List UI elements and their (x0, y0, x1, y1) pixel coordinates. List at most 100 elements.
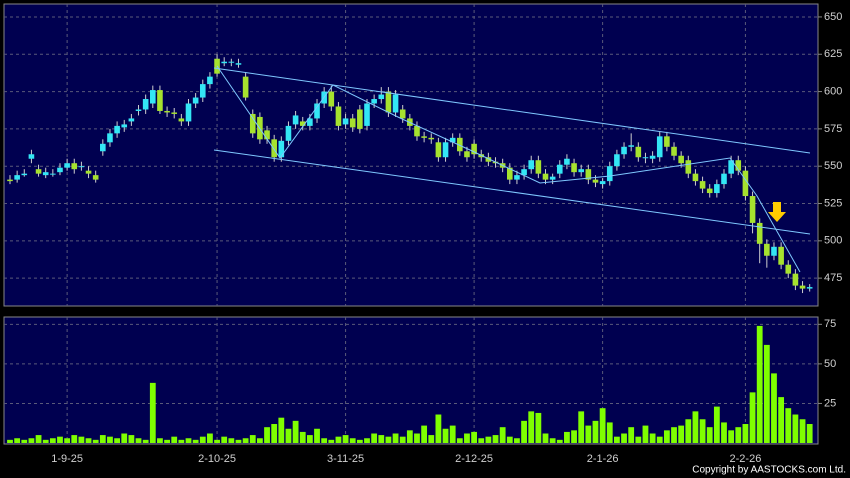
volume-bar (14, 438, 21, 443)
x-tick-label: 3-11-25 (327, 453, 364, 465)
candle-body (799, 285, 806, 289)
candle-body (328, 91, 335, 107)
volume-bar (499, 427, 506, 443)
volume-bar (763, 344, 770, 443)
volume-bar (585, 425, 592, 443)
candle-body (664, 136, 670, 147)
candle-body (549, 176, 556, 180)
volume-bar (549, 438, 556, 443)
candle-body (14, 175, 20, 180)
volume-bar (228, 438, 235, 443)
volume-bar (185, 438, 192, 443)
candle-body (599, 181, 606, 185)
volume-bar (371, 433, 378, 443)
volume-bar (278, 417, 285, 443)
volume-bar (535, 412, 542, 443)
volume-bar (306, 435, 313, 443)
candle-body (221, 61, 227, 64)
y-tick-label: 625 (824, 48, 842, 60)
candle-body (378, 94, 385, 100)
candle-body (771, 246, 777, 256)
y-tick-label: 475 (824, 272, 842, 284)
candle-body (685, 160, 692, 174)
y-tick-label: 525 (824, 197, 842, 209)
volume-bar (157, 438, 163, 443)
volume-bar (771, 373, 777, 443)
y-tick-label: 650 (824, 11, 842, 23)
candle-body (392, 94, 399, 113)
candle-body (414, 125, 420, 137)
volume-bar (464, 433, 470, 443)
y-tick-label: 550 (824, 160, 842, 172)
candle-body (514, 175, 520, 180)
candle-body (21, 173, 28, 176)
price-panel (3, 3, 819, 307)
volume-bar (506, 436, 513, 443)
candle-body (35, 169, 42, 174)
volume-bar (435, 414, 442, 443)
candle-body (656, 136, 663, 158)
volume-bar (656, 436, 663, 443)
volume-bar (406, 430, 413, 443)
volume-bar (628, 427, 635, 443)
candle-body (399, 109, 406, 119)
candle-body (285, 125, 292, 141)
volume-bar (221, 436, 228, 443)
volume-bar (78, 436, 85, 443)
candle-body (735, 160, 742, 171)
volume-bar (242, 438, 249, 443)
volume-bar (428, 435, 435, 443)
y-tick-label: 575 (824, 123, 842, 135)
candle-body (107, 133, 113, 143)
volume-bar (713, 406, 720, 443)
candle-body (199, 84, 206, 98)
candle-body (692, 173, 699, 182)
volume-bar (264, 427, 270, 443)
candle-body (64, 163, 70, 168)
volume-bar (663, 430, 670, 443)
candle-body (614, 154, 620, 167)
candle-body (185, 103, 192, 122)
candle-body (635, 146, 642, 158)
candle-body (785, 264, 792, 274)
candle-body (85, 170, 92, 174)
candle-body (50, 173, 56, 175)
trend-line (213, 67, 811, 154)
volume-bar (542, 433, 549, 443)
volume-bar (107, 436, 113, 443)
candle-body (721, 173, 727, 185)
candle-body (756, 222, 763, 244)
candle-body (699, 181, 706, 189)
volume-bar (42, 439, 49, 443)
y-tick-label: 600 (824, 85, 842, 97)
volume-bar (485, 436, 492, 443)
volume-bar (514, 438, 520, 443)
volume-bar (235, 439, 242, 443)
trend-line (216, 65, 801, 273)
candle-body (728, 160, 734, 174)
candle-body (556, 164, 563, 174)
volume-bar (135, 438, 142, 443)
volume-bar (335, 436, 342, 443)
volume-bar (614, 436, 620, 443)
volume-bar (164, 439, 170, 443)
volume-bar (64, 438, 71, 443)
volume-bar (721, 422, 727, 443)
candle-body (278, 140, 285, 158)
candle-body (435, 142, 442, 158)
candle-body (471, 143, 477, 155)
volume-bar (321, 438, 328, 443)
candle-body (621, 146, 627, 155)
candle-body (42, 172, 49, 176)
volume-bar (706, 427, 713, 443)
candle-body (128, 118, 135, 122)
candle-body (349, 118, 356, 128)
candle-body (207, 76, 213, 85)
volume-bar (649, 433, 656, 443)
volume-bar (699, 419, 706, 443)
candle-body (428, 137, 435, 140)
candle-body (57, 167, 63, 173)
y-tick-label: 75 (824, 318, 836, 330)
volume-bar (392, 433, 399, 443)
